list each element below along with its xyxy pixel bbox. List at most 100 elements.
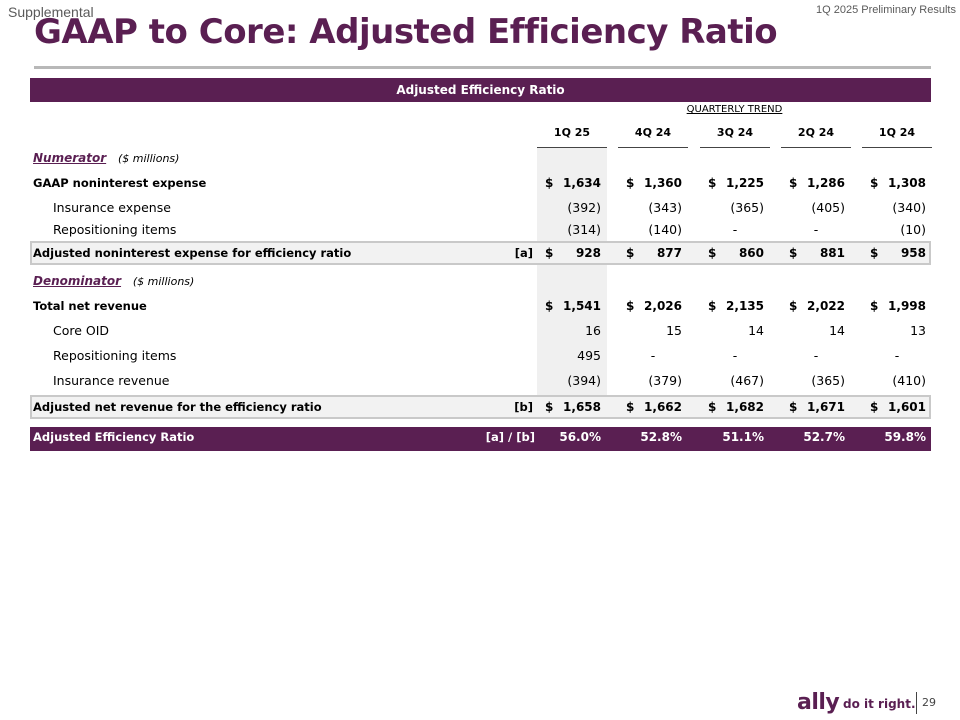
value-cell: - <box>700 346 770 366</box>
value-cell: $928 <box>537 243 607 263</box>
cell-value: (394) <box>567 373 601 388</box>
value-cell: $2,026 <box>618 296 688 316</box>
row-label: Repositioning items <box>53 222 177 237</box>
cell-value: - <box>732 222 738 237</box>
cell-value: (140) <box>648 222 682 237</box>
cell-value: 1,634 <box>563 176 601 190</box>
brand-tagline: do it right. <box>843 697 916 711</box>
value-cell: 495 <box>537 346 607 366</box>
cell-value: 52.8% <box>640 430 682 444</box>
row-label: Adjusted net revenue for the efficiency … <box>33 400 322 414</box>
currency-symbol: $ <box>789 400 798 414</box>
column-header-2q24: 2Q 24 <box>797 126 835 139</box>
currency-symbol: $ <box>626 176 635 190</box>
cell-value: 1,360 <box>644 176 682 190</box>
core-oid-row: Core OID 16 15 14 14 13 <box>30 321 931 341</box>
page-title: GAAP to Core: Adjusted Efficiency Ratio <box>34 12 778 52</box>
currency-symbol: $ <box>789 176 798 190</box>
currency-symbol: $ <box>626 299 635 313</box>
row-label: GAAP noninterest expense <box>33 176 207 190</box>
row-label: Adjusted Efficiency Ratio <box>33 430 195 444</box>
value-cell: (365) <box>781 371 851 391</box>
value-cell: 59.8% <box>862 427 932 447</box>
denominator-unit: ($ millions) <box>132 275 195 288</box>
cell-value: 928 <box>575 246 601 260</box>
footer-brand: ally <box>797 690 840 718</box>
currency-symbol: $ <box>789 246 798 260</box>
cell-value: 59.8% <box>884 430 926 444</box>
value-cell: (314) <box>537 220 607 240</box>
current-quarter-highlight <box>537 148 607 415</box>
cell-value: 1,601 <box>888 400 926 414</box>
cell-value: (392) <box>567 200 601 215</box>
currency-symbol: $ <box>626 246 635 260</box>
value-cell: $1,308 <box>862 173 932 193</box>
value-cell: (405) <box>781 198 851 218</box>
cell-value: 2,135 <box>726 299 764 313</box>
footer-divider <box>916 692 917 714</box>
gaap-noninterest-expense-row: GAAP noninterest expense $1,634 $1,360 $1,2… <box>30 173 931 193</box>
value-cell: 56.0% <box>537 427 607 447</box>
cell-value: 1,308 <box>888 176 926 190</box>
cell-value: (410) <box>892 373 926 388</box>
denominator-section: Denominator ($ millions) <box>30 271 931 291</box>
cell-value: 56.0% <box>559 430 601 444</box>
value-cell: $1,601 <box>862 397 932 417</box>
value-cell: 52.8% <box>618 427 688 447</box>
value-cell: $2,022 <box>781 296 851 316</box>
value-cell: (392) <box>537 198 607 218</box>
row-label: Insurance expense <box>53 200 171 215</box>
adjusted-efficiency-ratio-row: Adjusted Efficiency Ratio [a] / [b] 56.0% 5… <box>30 427 931 451</box>
cell-value: 877 <box>656 246 682 260</box>
total-net-revenue-row: Total net revenue $1,541 $2,026 $2,135 $2,02… <box>30 296 931 316</box>
column-rule <box>781 147 851 148</box>
cell-value: 1,658 <box>563 400 601 414</box>
cell-value: - <box>650 348 656 363</box>
value-cell: $1,682 <box>700 397 770 417</box>
value-cell: $1,658 <box>537 397 607 417</box>
numerator-unit: ($ millions) <box>117 152 180 165</box>
currency-symbol: $ <box>870 246 879 260</box>
cell-value: 14 <box>829 323 845 338</box>
adjusted-net-revenue-row: Adjusted net revenue for the efficiency … <box>30 395 931 419</box>
value-cell: $2,135 <box>700 296 770 316</box>
column-rule <box>700 147 770 148</box>
cell-value: 2,026 <box>644 299 682 313</box>
value-cell: $860 <box>700 243 770 263</box>
cell-value: 860 <box>738 246 764 260</box>
value-cell: $1,634 <box>537 173 607 193</box>
adjusted-noninterest-expense-row: Adjusted noninterest expense for efficie… <box>30 241 931 265</box>
value-cell: $958 <box>862 243 932 263</box>
quarterly-trend-label: QUARTERLY TREND <box>686 104 783 115</box>
numerator-section: Numerator ($ millions) <box>30 148 931 168</box>
insurance-expense-row: Insurance expense (392) (343) (365) (405) (34… <box>30 198 931 218</box>
value-cell: 14 <box>700 321 770 341</box>
cell-value: 958 <box>900 246 926 260</box>
cell-value: 881 <box>819 246 845 260</box>
value-cell: (140) <box>618 220 688 240</box>
cell-value: (10) <box>900 222 926 237</box>
numerator-heading: Numerator <box>33 151 107 165</box>
row-label: Insurance revenue <box>53 373 170 388</box>
value-cell: $881 <box>781 243 851 263</box>
cell-value: 1,286 <box>807 176 845 190</box>
repositioning-items-revenue-row: Repositioning items 495 - - - - <box>30 346 931 366</box>
column-rule <box>862 147 932 148</box>
currency-symbol: $ <box>708 400 717 414</box>
cell-value: 51.1% <box>722 430 764 444</box>
value-cell: 15 <box>618 321 688 341</box>
title-divider <box>34 66 931 69</box>
page-number: 29 <box>922 696 936 709</box>
value-cell: - <box>781 346 851 366</box>
column-header-1q24: 1Q 24 <box>878 126 916 139</box>
row-label: Adjusted noninterest expense for efficie… <box>33 246 352 260</box>
value-cell: - <box>781 220 851 240</box>
cell-value: 16 <box>585 323 601 338</box>
value-cell: (467) <box>700 371 770 391</box>
value-cell: $1,286 <box>781 173 851 193</box>
row-label: Core OID <box>53 323 110 338</box>
row-label: Repositioning items <box>53 348 177 363</box>
value-cell: $1,671 <box>781 397 851 417</box>
cell-value: 1,541 <box>563 299 601 313</box>
cell-value: - <box>813 222 819 237</box>
